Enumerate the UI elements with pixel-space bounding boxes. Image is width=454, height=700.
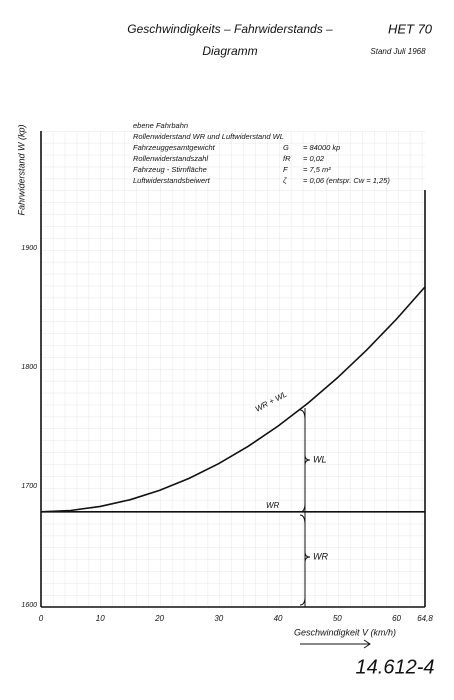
y-axis-label: Fahrwiderstand W (kp) — [16, 124, 26, 215]
note: Luftwiderstandsbeiwert — [133, 176, 211, 185]
y-tick-label: 1900 — [21, 245, 37, 252]
x-tick-label: 10 — [96, 614, 105, 623]
note: fR — [283, 154, 291, 163]
x-tick-label: 40 — [274, 614, 283, 623]
note: = 0,06 (entspr. Cw = 1,25) — [303, 176, 390, 185]
x-axis-label: Geschwindigkeit V (km/h) — [294, 627, 396, 637]
x-tick-label: 0 — [39, 614, 44, 623]
brace-label: WL — [313, 454, 327, 464]
note: Rollenwiderstandszahl — [133, 154, 208, 163]
y-tick-label: 1700 — [21, 483, 37, 490]
x-tick-label: 30 — [214, 614, 223, 623]
note: Fahrzeug - Stirnfläche — [133, 165, 207, 174]
title: Geschwindigkeits – Fahrwiderstands – — [127, 22, 333, 36]
x-tick-label: 60 — [392, 614, 401, 623]
code: HET 70 — [388, 21, 433, 36]
note: ebene Fahrbahn — [133, 121, 188, 130]
note: G — [283, 143, 289, 152]
x-tick-label: 20 — [154, 614, 164, 623]
note: F — [283, 165, 288, 174]
y-tick-label: 1600 — [21, 602, 37, 609]
subtitle: Diagramm — [202, 44, 257, 58]
note: ζ — [283, 176, 287, 185]
note: = 84000 kp — [303, 143, 340, 152]
note: = 7,5 m² — [303, 165, 331, 174]
note: Fahrzeuggesamtgewicht — [133, 143, 216, 152]
x-tick-label: 50 — [333, 614, 342, 623]
brace — [299, 409, 311, 513]
graph-paper — [41, 131, 425, 607]
brace-label: WR — [313, 551, 328, 561]
x-tick-label: 64,8 — [417, 614, 433, 623]
series-line — [40, 286, 426, 513]
brace — [299, 514, 311, 606]
note: = 0,02 — [303, 154, 325, 163]
note: Rollenwiderstand WR und Luftwiderstand W… — [133, 132, 284, 141]
x-arrow — [300, 639, 371, 649]
y-tick-label: 1800 — [21, 364, 37, 371]
date: Stand Juli 1968 — [370, 47, 426, 56]
document-number: 14.612-4 — [356, 656, 435, 678]
series-label: WR — [266, 501, 280, 510]
